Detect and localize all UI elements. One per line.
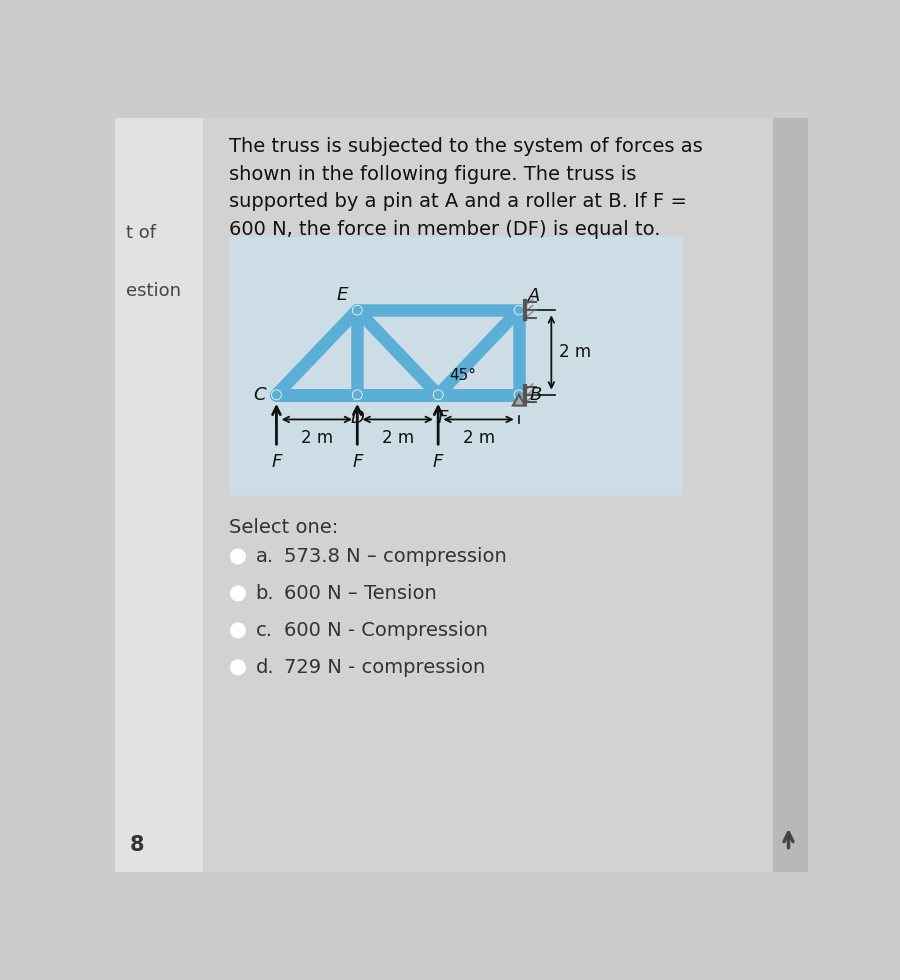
Text: D: D <box>350 409 365 426</box>
Circle shape <box>273 391 280 399</box>
Text: 2 m: 2 m <box>301 428 333 447</box>
Polygon shape <box>513 395 526 406</box>
Circle shape <box>354 391 361 399</box>
Text: a.: a. <box>256 547 274 566</box>
Text: 600 N – Tension: 600 N – Tension <box>284 584 436 603</box>
Bar <box>114 118 203 872</box>
Circle shape <box>515 306 523 314</box>
Circle shape <box>231 586 245 601</box>
Text: shown in the following figure. The truss is: shown in the following figure. The truss… <box>229 165 636 183</box>
Text: 729 N - compression: 729 N - compression <box>284 658 485 677</box>
Circle shape <box>272 390 281 400</box>
Text: F: F <box>352 454 363 471</box>
Text: E: E <box>337 286 348 304</box>
Text: 2 m: 2 m <box>463 428 495 447</box>
Text: A: A <box>528 287 541 306</box>
Text: 45°: 45° <box>450 368 477 383</box>
Text: b.: b. <box>256 584 274 603</box>
Text: Select one:: Select one: <box>229 518 338 537</box>
Text: d.: d. <box>256 658 274 677</box>
Circle shape <box>515 391 523 399</box>
Text: B: B <box>530 386 542 404</box>
Text: F: F <box>271 454 282 471</box>
Text: 2 m: 2 m <box>382 428 414 447</box>
Circle shape <box>354 306 361 314</box>
Text: 573.8 N – compression: 573.8 N – compression <box>284 547 507 566</box>
Text: t of: t of <box>126 224 157 242</box>
Text: 2 m: 2 m <box>559 343 591 362</box>
Bar <box>229 237 683 495</box>
Bar <box>203 118 773 872</box>
Text: F: F <box>437 409 448 426</box>
Text: c.: c. <box>256 621 273 640</box>
Circle shape <box>515 390 524 400</box>
Text: F: F <box>433 454 444 471</box>
Circle shape <box>434 390 443 400</box>
Circle shape <box>231 661 245 674</box>
Circle shape <box>515 306 524 315</box>
Circle shape <box>435 391 442 399</box>
Text: 8: 8 <box>130 835 145 856</box>
Circle shape <box>353 390 362 400</box>
Circle shape <box>231 550 245 564</box>
Text: estion: estion <box>126 282 181 300</box>
Text: supported by a pin at A and a roller at B. If F =: supported by a pin at A and a roller at … <box>229 192 687 212</box>
Bar <box>773 118 808 872</box>
Text: The truss is subjected to the system of forces as: The truss is subjected to the system of … <box>229 137 703 156</box>
Circle shape <box>231 623 245 637</box>
Circle shape <box>353 306 362 315</box>
Text: C: C <box>253 386 266 404</box>
Text: 600 N, the force in member (DF) is equal to.: 600 N, the force in member (DF) is equal… <box>229 220 661 239</box>
Text: 600 N - Compression: 600 N - Compression <box>284 621 488 640</box>
